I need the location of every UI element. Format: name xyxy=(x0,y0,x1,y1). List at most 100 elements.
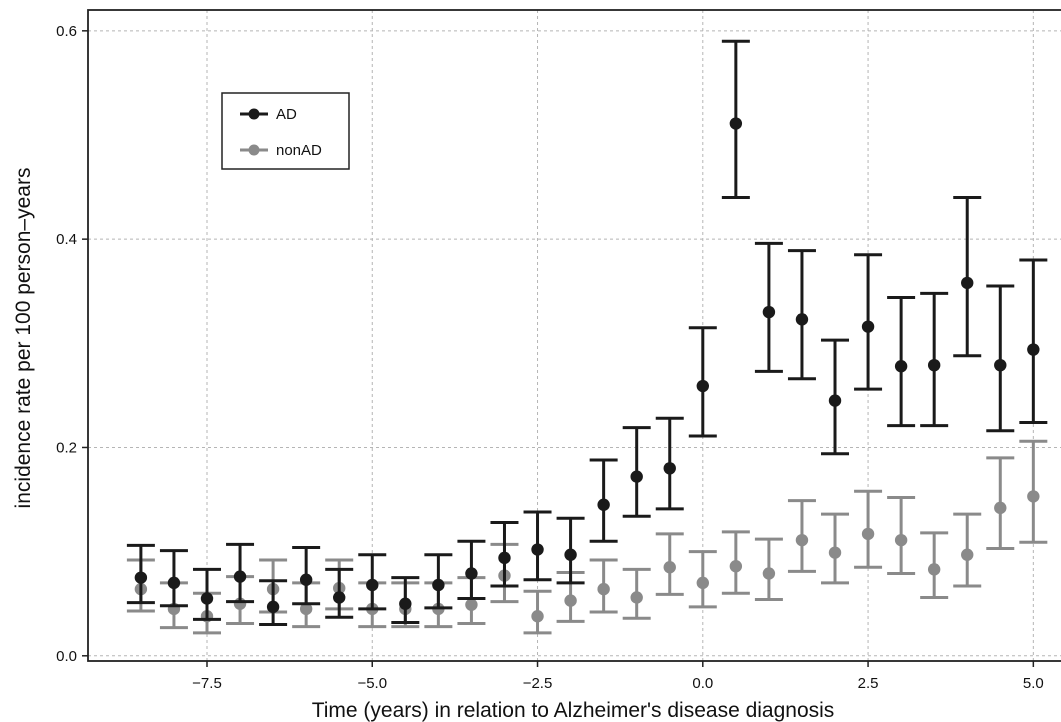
data-marks xyxy=(126,39,1048,635)
errorbar-nonad xyxy=(721,530,750,595)
point-ad xyxy=(597,498,610,511)
point-ad xyxy=(729,117,743,130)
errorbar-nonad xyxy=(854,489,883,569)
point-ad xyxy=(399,597,412,610)
point-ad xyxy=(465,567,478,580)
point-ad xyxy=(663,462,676,475)
errorbar-ad xyxy=(787,249,816,381)
errorbar-ad xyxy=(490,520,519,588)
errorbar-ad xyxy=(457,539,486,601)
errorbar-ad xyxy=(159,549,188,608)
point-nonad xyxy=(663,561,676,574)
errorbar-ad xyxy=(920,291,949,428)
errorbar-ad xyxy=(391,576,420,624)
point-nonad xyxy=(564,594,577,607)
x-axis: −7.5 −5.0 −2.5 0.0 2.5 5.0 xyxy=(192,661,1044,692)
point-nonad xyxy=(762,567,776,580)
errorbar-ad xyxy=(655,416,684,511)
errorbar-nonad xyxy=(754,537,783,602)
errorbar-nonad xyxy=(953,512,982,588)
errorbar-ad xyxy=(1019,258,1048,424)
y-tick-label: 0.4 xyxy=(56,231,77,248)
point-nonad xyxy=(531,610,544,623)
point-ad xyxy=(1027,343,1040,356)
point-nonad xyxy=(894,533,908,547)
point-ad xyxy=(894,360,908,373)
errorbar-ad xyxy=(854,253,883,391)
point-ad xyxy=(333,591,346,604)
point-nonad xyxy=(696,576,709,590)
x-tick-label: −5.0 xyxy=(357,675,387,692)
errorbar-ad xyxy=(259,579,288,627)
x-tick-label: 0.0 xyxy=(692,675,713,692)
errorbar-ad xyxy=(622,426,651,518)
point-ad xyxy=(366,578,379,592)
legend-label-nonad: nonAD xyxy=(276,142,322,159)
y-tick-label: 0.0 xyxy=(56,648,77,665)
errorbar-ad xyxy=(424,553,453,610)
errorbar-ad xyxy=(192,567,221,621)
errorbar-ad xyxy=(887,295,916,428)
point-nonad xyxy=(828,546,842,559)
point-ad xyxy=(299,573,313,586)
point-ad xyxy=(961,276,974,290)
point-ad xyxy=(564,548,577,561)
point-ad xyxy=(498,551,511,565)
x-axis-title: Time (years) in relation to Alzheimer's … xyxy=(312,699,835,722)
y-axis-title: incidence rate per 100 person–years xyxy=(12,168,35,509)
errorbar-nonad xyxy=(589,558,618,614)
errorbar-nonad xyxy=(787,499,816,573)
y-axis: 0.0 0.2 0.4 0.6 xyxy=(56,23,88,665)
errorbar-ad xyxy=(688,326,717,438)
errorbar-ad xyxy=(226,542,255,604)
errorbar-nonad xyxy=(920,531,949,599)
errorbar-nonad xyxy=(1019,439,1048,544)
point-ad xyxy=(630,470,643,483)
errorbar-ad xyxy=(126,543,155,605)
errorbar-nonad xyxy=(887,495,916,576)
x-tick-label: 2.5 xyxy=(858,675,879,692)
point-ad xyxy=(531,543,544,556)
errorbar-ad xyxy=(589,458,618,543)
x-tick-label: −2.5 xyxy=(523,675,553,692)
point-nonad xyxy=(994,501,1007,515)
errorbar-ad xyxy=(325,567,354,619)
point-ad xyxy=(432,578,445,592)
plot-frame xyxy=(87,9,1061,662)
point-nonad xyxy=(1027,490,1040,503)
point-ad xyxy=(200,592,214,605)
point-ad xyxy=(134,571,148,584)
errorbar-ad xyxy=(292,545,321,606)
point-ad xyxy=(696,379,709,393)
errorbar-ad xyxy=(953,195,982,358)
errorbar-nonad xyxy=(523,589,552,635)
point-ad xyxy=(861,320,875,333)
y-tick-label: 0.2 xyxy=(56,439,77,456)
point-nonad xyxy=(299,602,313,616)
legend-box xyxy=(221,92,350,170)
y-tick-label: 0.6 xyxy=(56,23,77,40)
point-nonad xyxy=(465,598,478,611)
errorbar-ad xyxy=(358,553,387,611)
legend: AD nonAD xyxy=(221,92,350,170)
x-tick-label: 5.0 xyxy=(1023,675,1044,692)
legend-marker-nonad xyxy=(248,144,260,156)
point-ad xyxy=(828,394,842,407)
errorbar-ad xyxy=(721,39,750,199)
point-ad xyxy=(927,358,941,372)
point-nonad xyxy=(729,560,743,573)
errorbar-nonad xyxy=(821,512,850,585)
errorbar-ad xyxy=(523,510,552,582)
point-nonad xyxy=(861,527,875,541)
errorbar-nonad xyxy=(986,456,1015,551)
point-ad xyxy=(994,358,1007,372)
errorbar-ad xyxy=(556,516,585,585)
x-tick-label: −7.5 xyxy=(192,675,222,692)
point-ad xyxy=(762,305,776,319)
point-ad xyxy=(795,313,809,326)
point-nonad xyxy=(961,548,974,561)
errorbar-nonad xyxy=(655,532,684,596)
point-nonad xyxy=(795,533,809,547)
errorbar-ad xyxy=(986,284,1015,433)
